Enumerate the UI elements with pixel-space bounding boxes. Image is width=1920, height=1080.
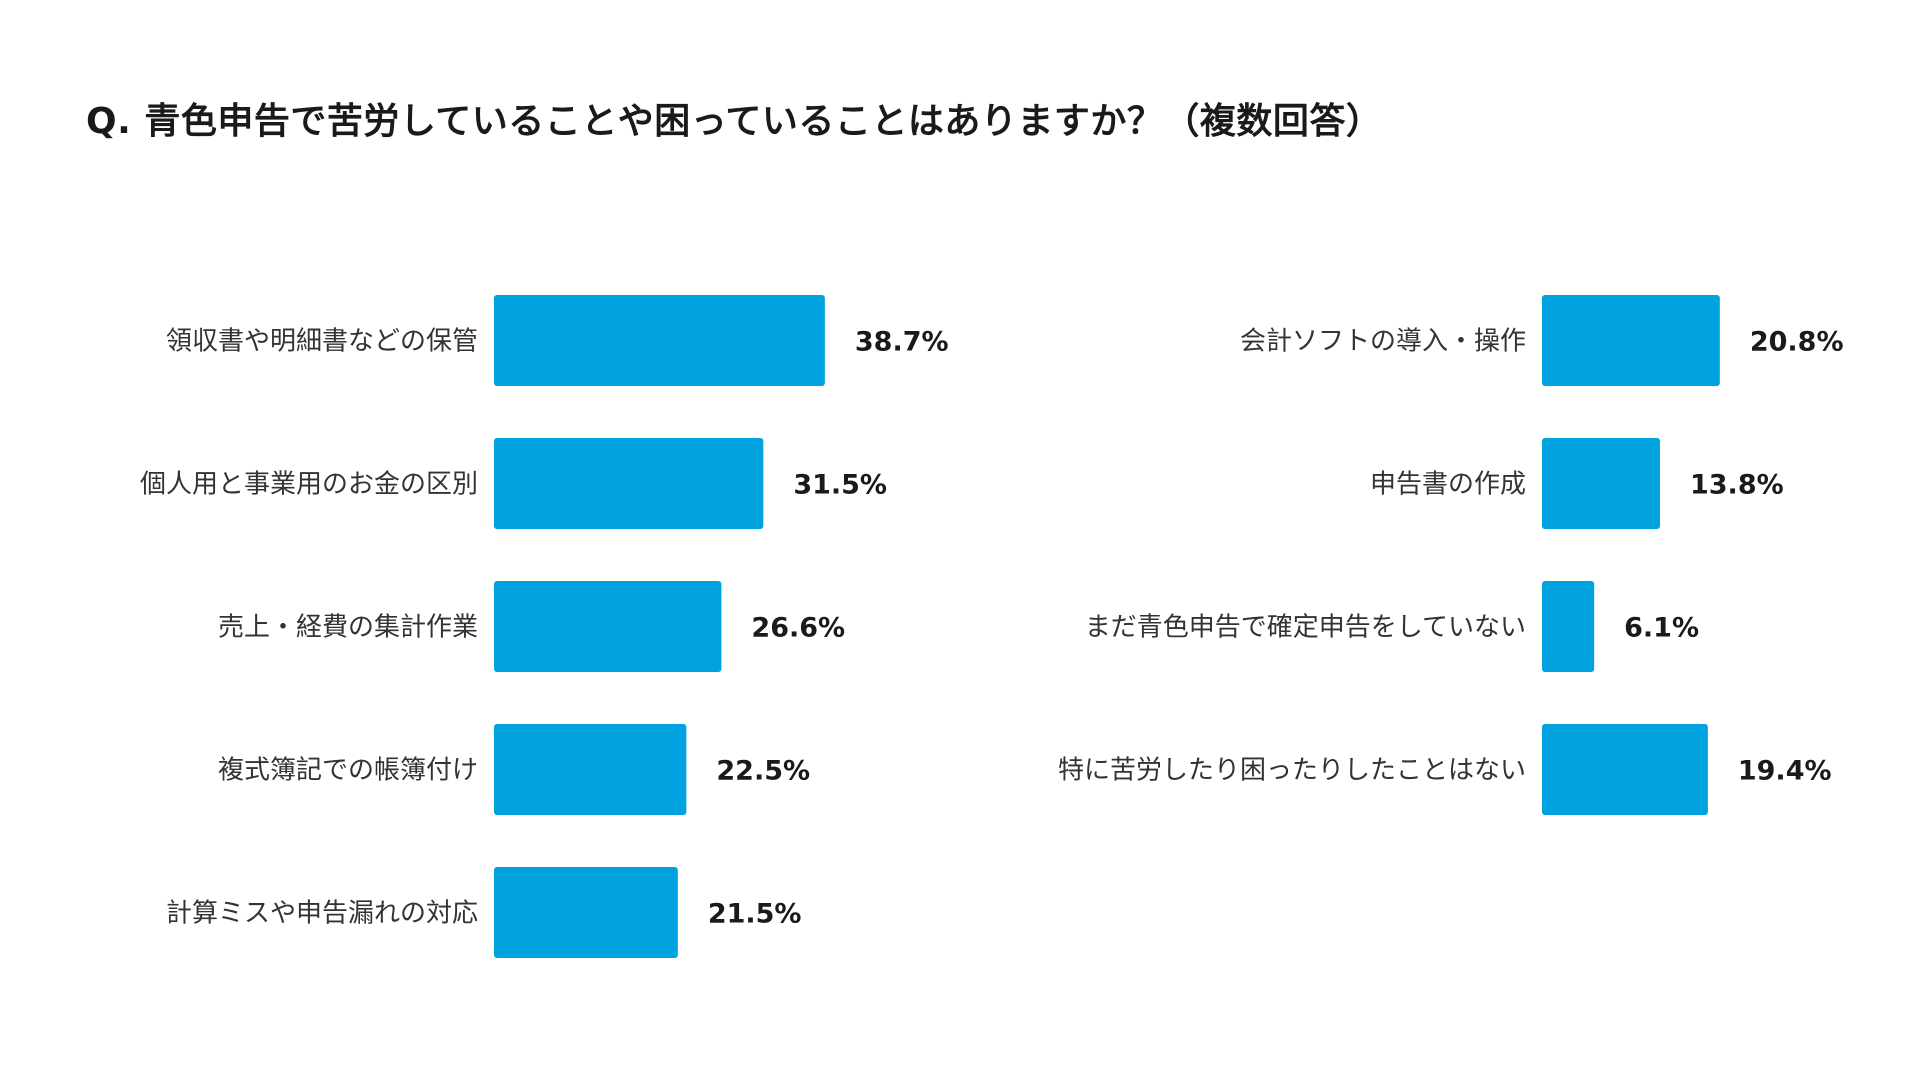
bar [1542,724,1708,815]
category-label: 売上・経費の集計作業 [218,613,478,643]
bar [1542,438,1660,529]
bar [494,438,764,529]
category-label: 申告書の作成 [1370,470,1526,500]
value-label: 22.5% [716,756,810,787]
bar [494,867,678,958]
category-label: 特に苦労したり困ったりしたことはない [1058,756,1526,786]
bar [494,581,722,672]
value-label: 6.1% [1624,613,1699,644]
bar [1542,581,1595,672]
category-label: 領収書や明細書などの保管 [166,327,478,357]
bar [494,295,825,386]
category-label: 複式簿記での帳簿付け [218,756,478,786]
value-label: 26.6% [751,613,845,644]
value-label: 38.7% [855,327,949,358]
value-label: 21.5% [708,899,802,930]
category-label: まだ青色申告で確定申告をしていない [1085,613,1526,643]
category-label: 会計ソフトの導入・操作 [1240,327,1526,357]
category-label: 個人用と事業用のお金の区別 [140,470,478,500]
value-label: 20.8% [1750,327,1844,358]
bar [1542,295,1720,386]
category-label: 計算ミスや申告漏れの対応 [166,899,478,929]
value-label: 19.4% [1738,756,1832,787]
value-label: 13.8% [1690,470,1784,501]
value-label: 31.5% [793,470,887,501]
chart-title: Q. 青色申告で苦労していることや困っていることはありますか？（複数回答） [86,101,1383,142]
bar [494,724,687,815]
